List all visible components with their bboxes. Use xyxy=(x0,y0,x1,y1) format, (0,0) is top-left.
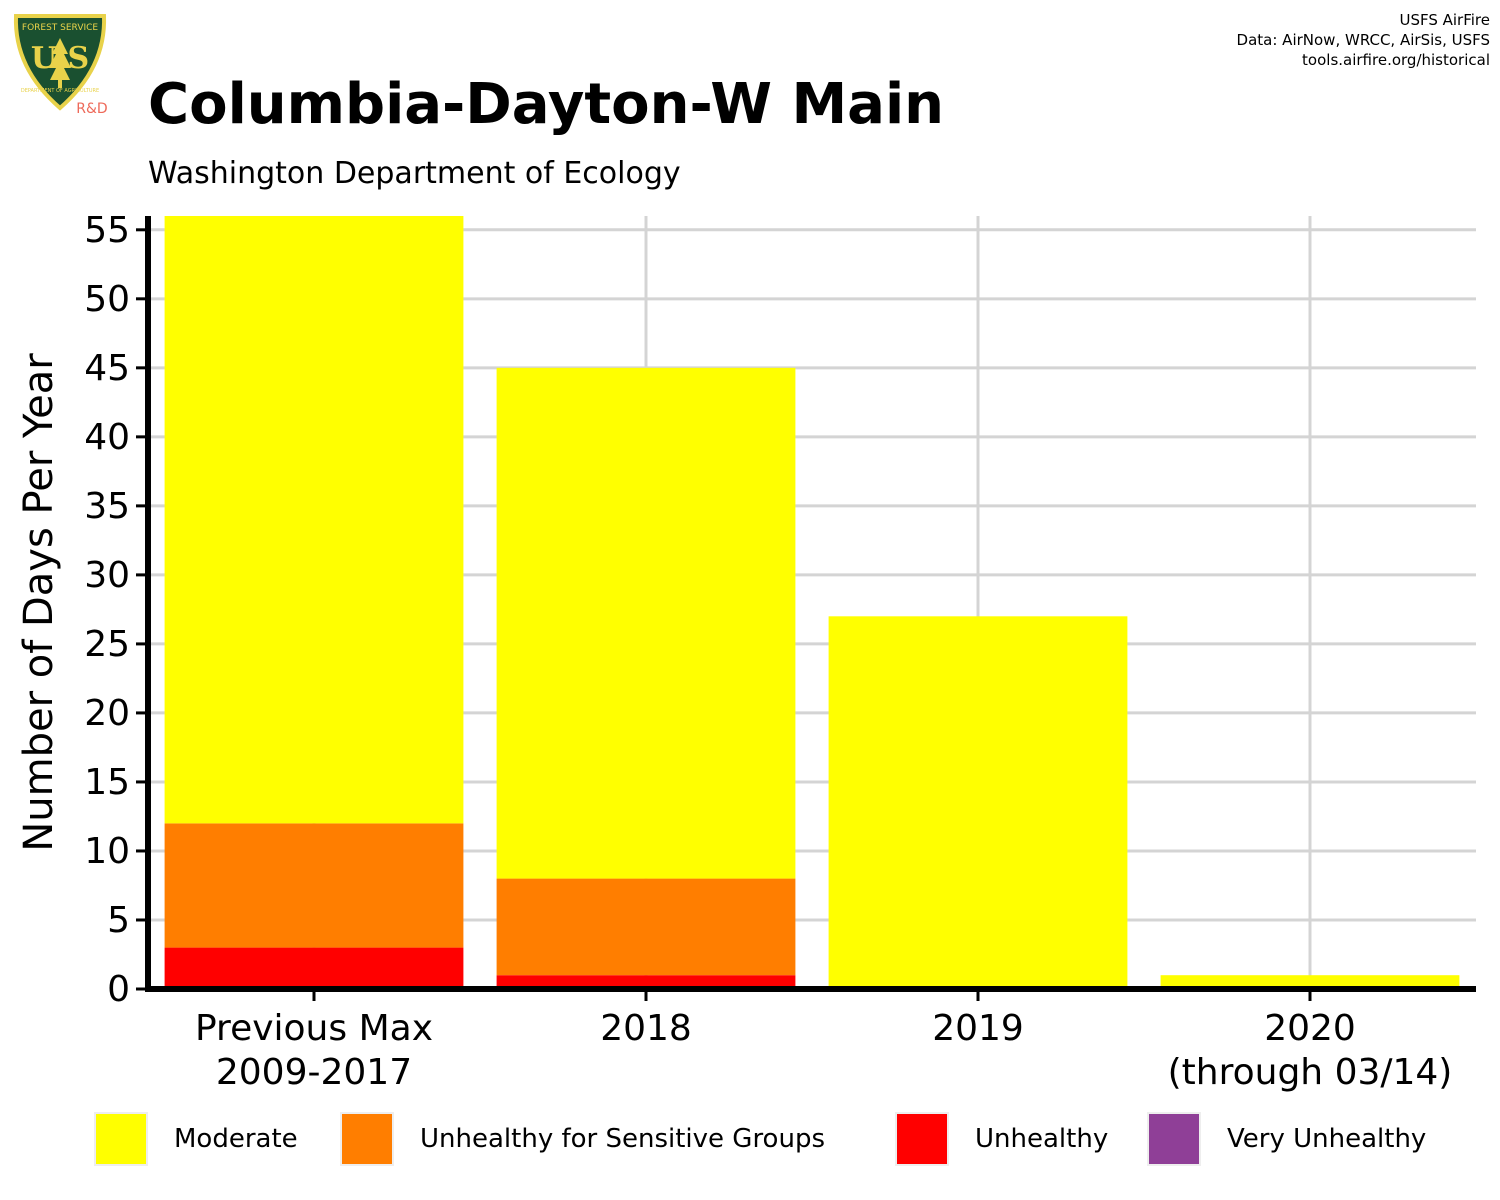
x-tick-label: 2018 xyxy=(600,1008,692,1049)
logo-top-text: FOREST SERVICE xyxy=(22,23,99,33)
credits: USFS AirFire Data: AirNow, WRCC, AirSis,… xyxy=(1237,10,1490,70)
legend-swatch xyxy=(895,1112,949,1166)
credit-line: Data: AirNow, WRCC, AirSis, USFS xyxy=(1236,31,1490,49)
bar-segment xyxy=(496,878,796,976)
y-tick-label: 35 xyxy=(84,486,130,527)
usfs-logo: FOREST SERVICE U S DEPARTMENT OF AGRICUL… xyxy=(13,14,108,117)
bar-segment xyxy=(496,975,796,989)
x-tick-label: Previous Max xyxy=(195,1008,433,1049)
credit-line: tools.airfire.org/historical xyxy=(1302,51,1490,69)
legend-swatch xyxy=(1147,1112,1201,1166)
credit-line: USFS AirFire xyxy=(1399,11,1490,29)
legend-swatch xyxy=(94,1112,148,1166)
y-tick-label: 25 xyxy=(84,624,130,665)
chart-subtitle: Washington Department of Ecology xyxy=(148,156,681,191)
y-tick-label: 45 xyxy=(84,348,130,389)
legend-label: Unhealthy for Sensitive Groups xyxy=(420,1124,825,1154)
bar-segment xyxy=(164,823,464,948)
logo-badge: R&D xyxy=(76,101,107,117)
tree-icon xyxy=(49,38,71,88)
logo-bottom-text: DEPARTMENT OF AGRICULTURE xyxy=(21,88,99,94)
legend-label: Very Unhealthy xyxy=(1227,1124,1427,1154)
x-tick-label: 2009-2017 xyxy=(216,1052,412,1093)
legend-item: Unhealthy for Sensitive Groups xyxy=(340,1108,825,1170)
legend-item: Very Unhealthy xyxy=(1147,1108,1426,1170)
y-tick-label: 40 xyxy=(84,417,130,458)
bar-chart: 0 5 10 15 20 25 30 35 40 45 50 55 Previous Max2009-2… xyxy=(16,210,1476,1093)
y-tick-label: 30 xyxy=(84,555,130,596)
bar-segment xyxy=(164,947,464,989)
chart-title: Columbia-Dayton-W Main xyxy=(148,72,945,137)
y-tick-label: 10 xyxy=(84,831,130,872)
bar-segment xyxy=(496,367,796,879)
bar-segment xyxy=(164,216,464,824)
legend: Moderate Unhealthy for Sensitive Groups Un… xyxy=(0,1108,1500,1172)
bar-segment xyxy=(1160,975,1460,989)
legend-label: Moderate xyxy=(174,1124,298,1154)
legend-label: Unhealthy xyxy=(975,1124,1109,1154)
x-tick-label: (through 03/14) xyxy=(1168,1052,1453,1093)
y-tick-label: 0 xyxy=(107,969,130,1010)
x-tick-label: 2020 xyxy=(1264,1008,1356,1049)
y-tick-label: 20 xyxy=(84,693,130,734)
y-tick-label: 5 xyxy=(107,900,130,941)
legend-swatch xyxy=(340,1112,394,1166)
legend-item: Unhealthy xyxy=(895,1108,1108,1170)
x-tick-label: 2019 xyxy=(932,1008,1024,1049)
y-tick-label: 50 xyxy=(84,279,130,320)
legend-item: Moderate xyxy=(94,1108,298,1170)
y-tick-label: 15 xyxy=(84,762,130,803)
y-tick-label: 55 xyxy=(84,210,130,251)
y-axis-label: Number of Days Per Year xyxy=(16,353,62,852)
bar-segment xyxy=(828,616,1128,989)
